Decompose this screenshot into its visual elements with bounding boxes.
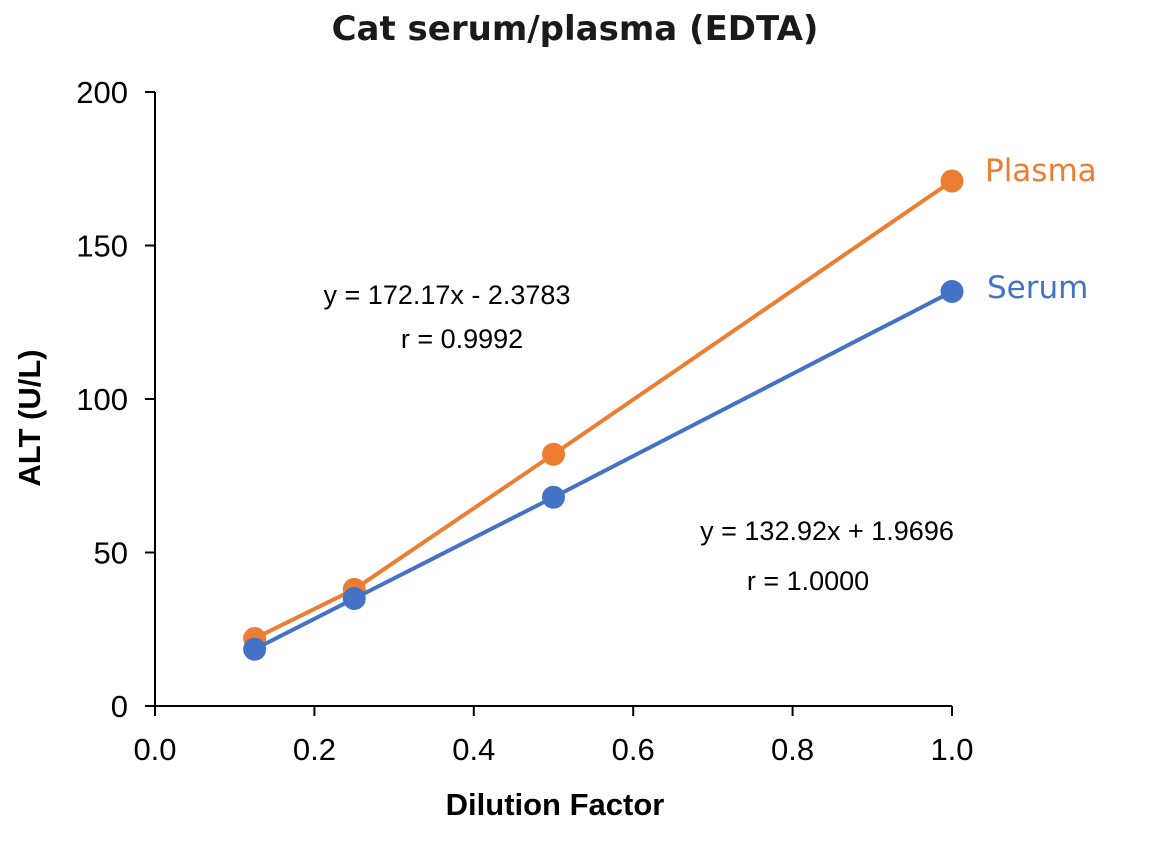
- y-tick-label: 50: [94, 536, 128, 571]
- serum-point: [940, 280, 964, 304]
- x-tick-label: 0.4: [452, 732, 495, 767]
- plasma-point: [542, 442, 565, 466]
- y-tick-label: 150: [76, 229, 128, 264]
- serum-point: [342, 587, 366, 611]
- x-ticks: 0.0 0.2 0.4 0.6 0.8 1.0: [133, 706, 974, 767]
- y-tick-label: 0: [111, 689, 128, 724]
- series-label-serum: Serum: [987, 270, 1088, 306]
- series-plasma: [243, 169, 964, 650]
- y-tick-label: 200: [76, 75, 128, 110]
- y-ticks: 0 50 100 150 200: [76, 75, 155, 724]
- plasma-point: [940, 169, 964, 193]
- serum-line: [253, 289, 953, 651]
- y-tick-label: 100: [76, 382, 128, 417]
- serum-point: [243, 637, 267, 661]
- x-axis-label: Dilution Factor: [446, 787, 665, 822]
- x-tick-label: 0.6: [612, 732, 655, 767]
- series-serum: [243, 280, 964, 661]
- serum-point: [542, 485, 565, 509]
- plasma-equation: y = 172.17x - 2.3783: [324, 280, 571, 310]
- y-axis-label: ALT (U/L): [12, 349, 47, 486]
- serum-equation: y = 132.92x + 1.9696: [700, 516, 954, 546]
- series-layer: [243, 169, 964, 661]
- chart-title: Cat serum/plasma (EDTA): [332, 9, 819, 49]
- x-tick-label: 1.0: [930, 732, 973, 767]
- plasma-r-value: r = 0.9992: [401, 324, 523, 354]
- series-label-plasma: Plasma: [985, 153, 1097, 189]
- plasma-line: [253, 179, 954, 641]
- x-tick-label: 0.8: [771, 732, 814, 767]
- x-tick-label: 0.2: [293, 732, 336, 767]
- x-tick-label: 0.0: [133, 732, 176, 767]
- serum-r-value: r = 1.0000: [747, 566, 869, 596]
